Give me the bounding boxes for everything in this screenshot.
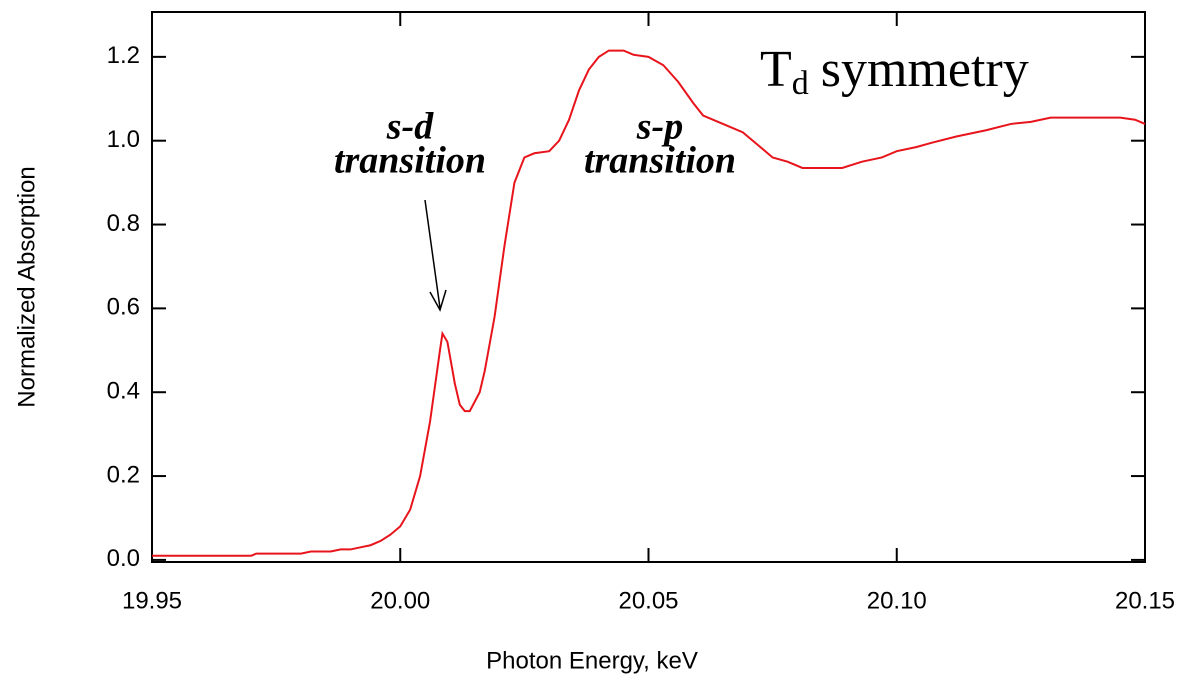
y-tick-label: 0.6	[107, 294, 140, 321]
annotation-rest: symmetry	[821, 41, 1029, 98]
y-tick-label: 1.2	[107, 42, 140, 69]
y-tick-label: 0.2	[107, 461, 140, 488]
x-axis-label: Photon Energy, keV	[486, 647, 698, 674]
annotation: transition	[584, 140, 736, 182]
annotation: s-p	[636, 106, 683, 148]
annotation: transition	[334, 140, 486, 182]
y-tick-label: 0.8	[107, 210, 140, 237]
arrow-shaft	[424, 199, 441, 309]
x-tick-label: 20.05	[618, 587, 678, 614]
y-tick-label: 0.0	[107, 545, 140, 572]
annotation: Td symmetry	[760, 41, 1029, 102]
annotation: s-d	[386, 106, 434, 148]
y-axis-label: Normalized Absorption	[13, 166, 40, 407]
x-tick-label: 20.15	[1115, 587, 1175, 614]
x-tick-label: 20.10	[867, 587, 927, 614]
x-tick-label: 19.95	[122, 587, 182, 614]
y-tick-label: 0.4	[107, 378, 140, 405]
annotation-sub: d	[792, 65, 809, 102]
y-tick-label: 1.0	[107, 126, 140, 153]
annotation-main: T	[760, 41, 792, 98]
x-tick-label: 20.00	[370, 587, 430, 614]
arrow-head	[429, 289, 447, 312]
data-line	[152, 49, 1146, 557]
